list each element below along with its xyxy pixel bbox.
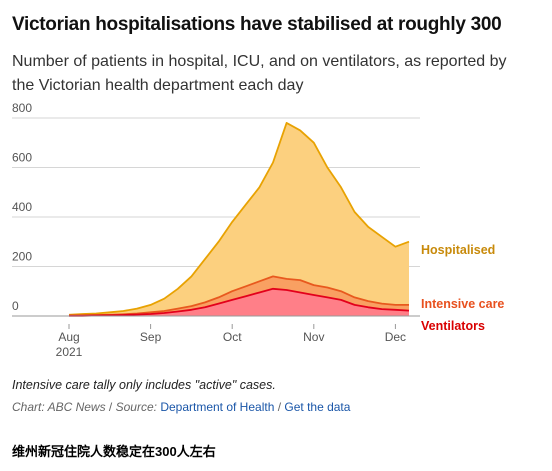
series-line [68, 122, 410, 316]
data-link[interactable]: Get the data [284, 400, 351, 414]
x-tick-label: Dec [385, 330, 406, 344]
y-tick-label: 600 [12, 151, 32, 165]
series-line [69, 287, 410, 317]
y-tick-label: 0 [12, 299, 19, 313]
y-tick-label: 800 [12, 101, 32, 115]
source-line: Chart: ABC News / Source: Department of … [12, 400, 350, 414]
chart: 0 200 400 600 800 Hospitalised Intensive care V… [12, 101, 504, 359]
series-label: Ventilators [421, 319, 485, 333]
x-tick-label: Oct [223, 330, 242, 344]
separator: / [274, 400, 285, 414]
y-tick-label: 200 [12, 250, 32, 264]
source-link[interactable]: Department of Health [160, 400, 275, 414]
caption: 维州新冠住院人数稳定在300人左右 [12, 444, 216, 459]
x-tick-label: Nov [303, 330, 324, 344]
series-label: Intensive care [421, 297, 504, 311]
footnote: Intensive care tally only includes "acti… [12, 378, 276, 392]
chart-subtitle: Number of patients in hospital, ICU, and… [12, 53, 507, 94]
credit: Chart: ABC News [12, 400, 106, 414]
x-year-label: 2021 [56, 345, 83, 359]
series-area [69, 122, 409, 317]
y-tick-label: 400 [12, 200, 32, 214]
x-tick-label: Aug [58, 330, 79, 344]
series-area [69, 288, 409, 316]
x-tick-label: Sep [140, 330, 162, 344]
chart-title: Victorian hospitalisations have stabilis… [12, 14, 502, 35]
separator: / [105, 400, 116, 414]
source-label: Source: [115, 400, 161, 414]
series-label: Hospitalised [421, 243, 495, 257]
